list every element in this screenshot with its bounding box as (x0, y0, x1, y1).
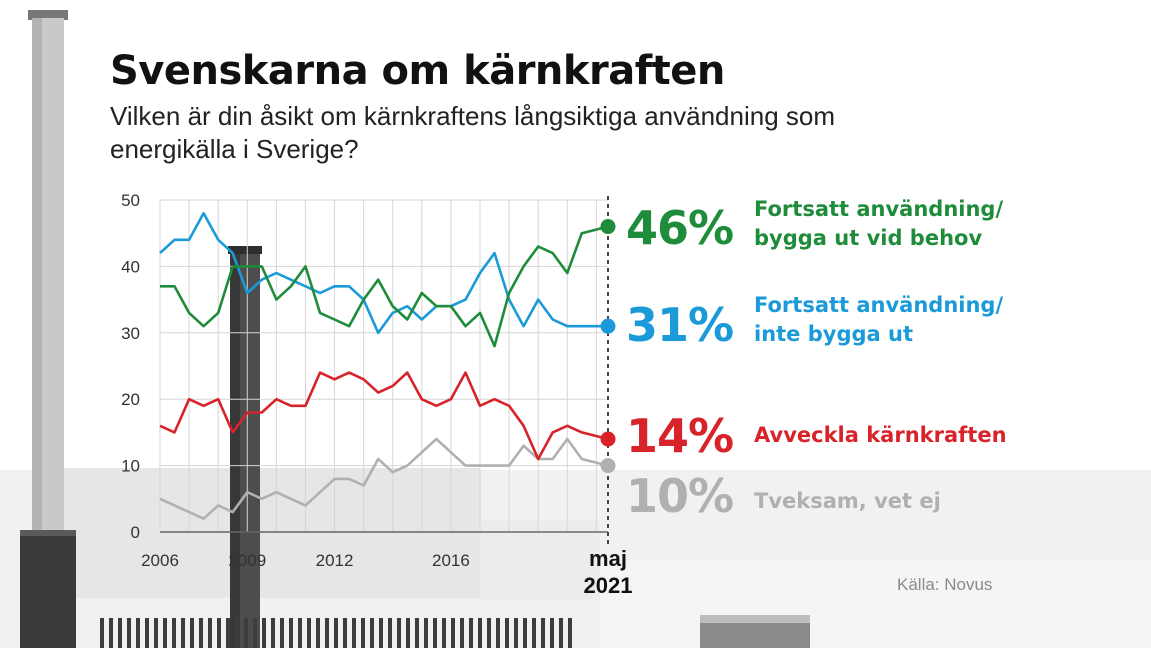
series-line-gray (159, 437, 609, 521)
chart-title: Svenskarna om kärnkraften (110, 48, 725, 94)
source-note: Källa: Novus (897, 575, 993, 594)
series-end-point-green (600, 219, 616, 235)
y-tick-label: 20 (121, 390, 140, 409)
series-name-gray: Tveksam, vet ej (754, 489, 941, 513)
series-end-point-blue (600, 318, 616, 334)
chart-series (159, 212, 616, 521)
series-end-value-red: 14% (626, 409, 733, 463)
series-name-blue: inte bygga ut (754, 322, 913, 346)
series-line-red (159, 371, 609, 461)
y-tick-label: 0 (131, 523, 140, 542)
x-tick-label: 2016 (432, 551, 470, 570)
series-end-point-red (600, 431, 616, 447)
y-tick-label: 50 (121, 191, 140, 210)
y-tick-label: 30 (121, 324, 140, 343)
series-name-green: bygga ut vid behov (754, 226, 982, 250)
series-end-value-gray: 10% (626, 469, 733, 523)
series-line-green (160, 225, 609, 348)
x-tick-label: 2009 (228, 551, 266, 570)
series-end-point-gray (600, 458, 616, 474)
x-tick-label-latest-month: maj (589, 546, 627, 571)
series-line-blue (159, 212, 608, 335)
chart-subtitle: Vilken är din åsikt om kärnkraftens lång… (110, 101, 836, 164)
series-name-green: Fortsatt användning/ (754, 197, 1003, 221)
series-end-labels: 46% Fortsatt användning/bygga ut vid beho… (626, 197, 1007, 523)
series-end-value-green: 46% (626, 201, 733, 255)
x-tick-label: 2006 (141, 551, 179, 570)
x-tick-label: 2012 (316, 551, 354, 570)
series-end-value-blue: 31% (626, 298, 733, 352)
y-tick-label: 10 (121, 457, 140, 476)
y-tick-label: 40 (121, 257, 140, 276)
series-name-red: Avveckla kärnkraften (754, 423, 1007, 447)
series-name-blue: Fortsatt användning/ (754, 293, 1003, 317)
y-axis-ticks: 0 10 20 30 40 50 (121, 191, 140, 542)
x-tick-label-latest-year: 2021 (584, 573, 633, 598)
